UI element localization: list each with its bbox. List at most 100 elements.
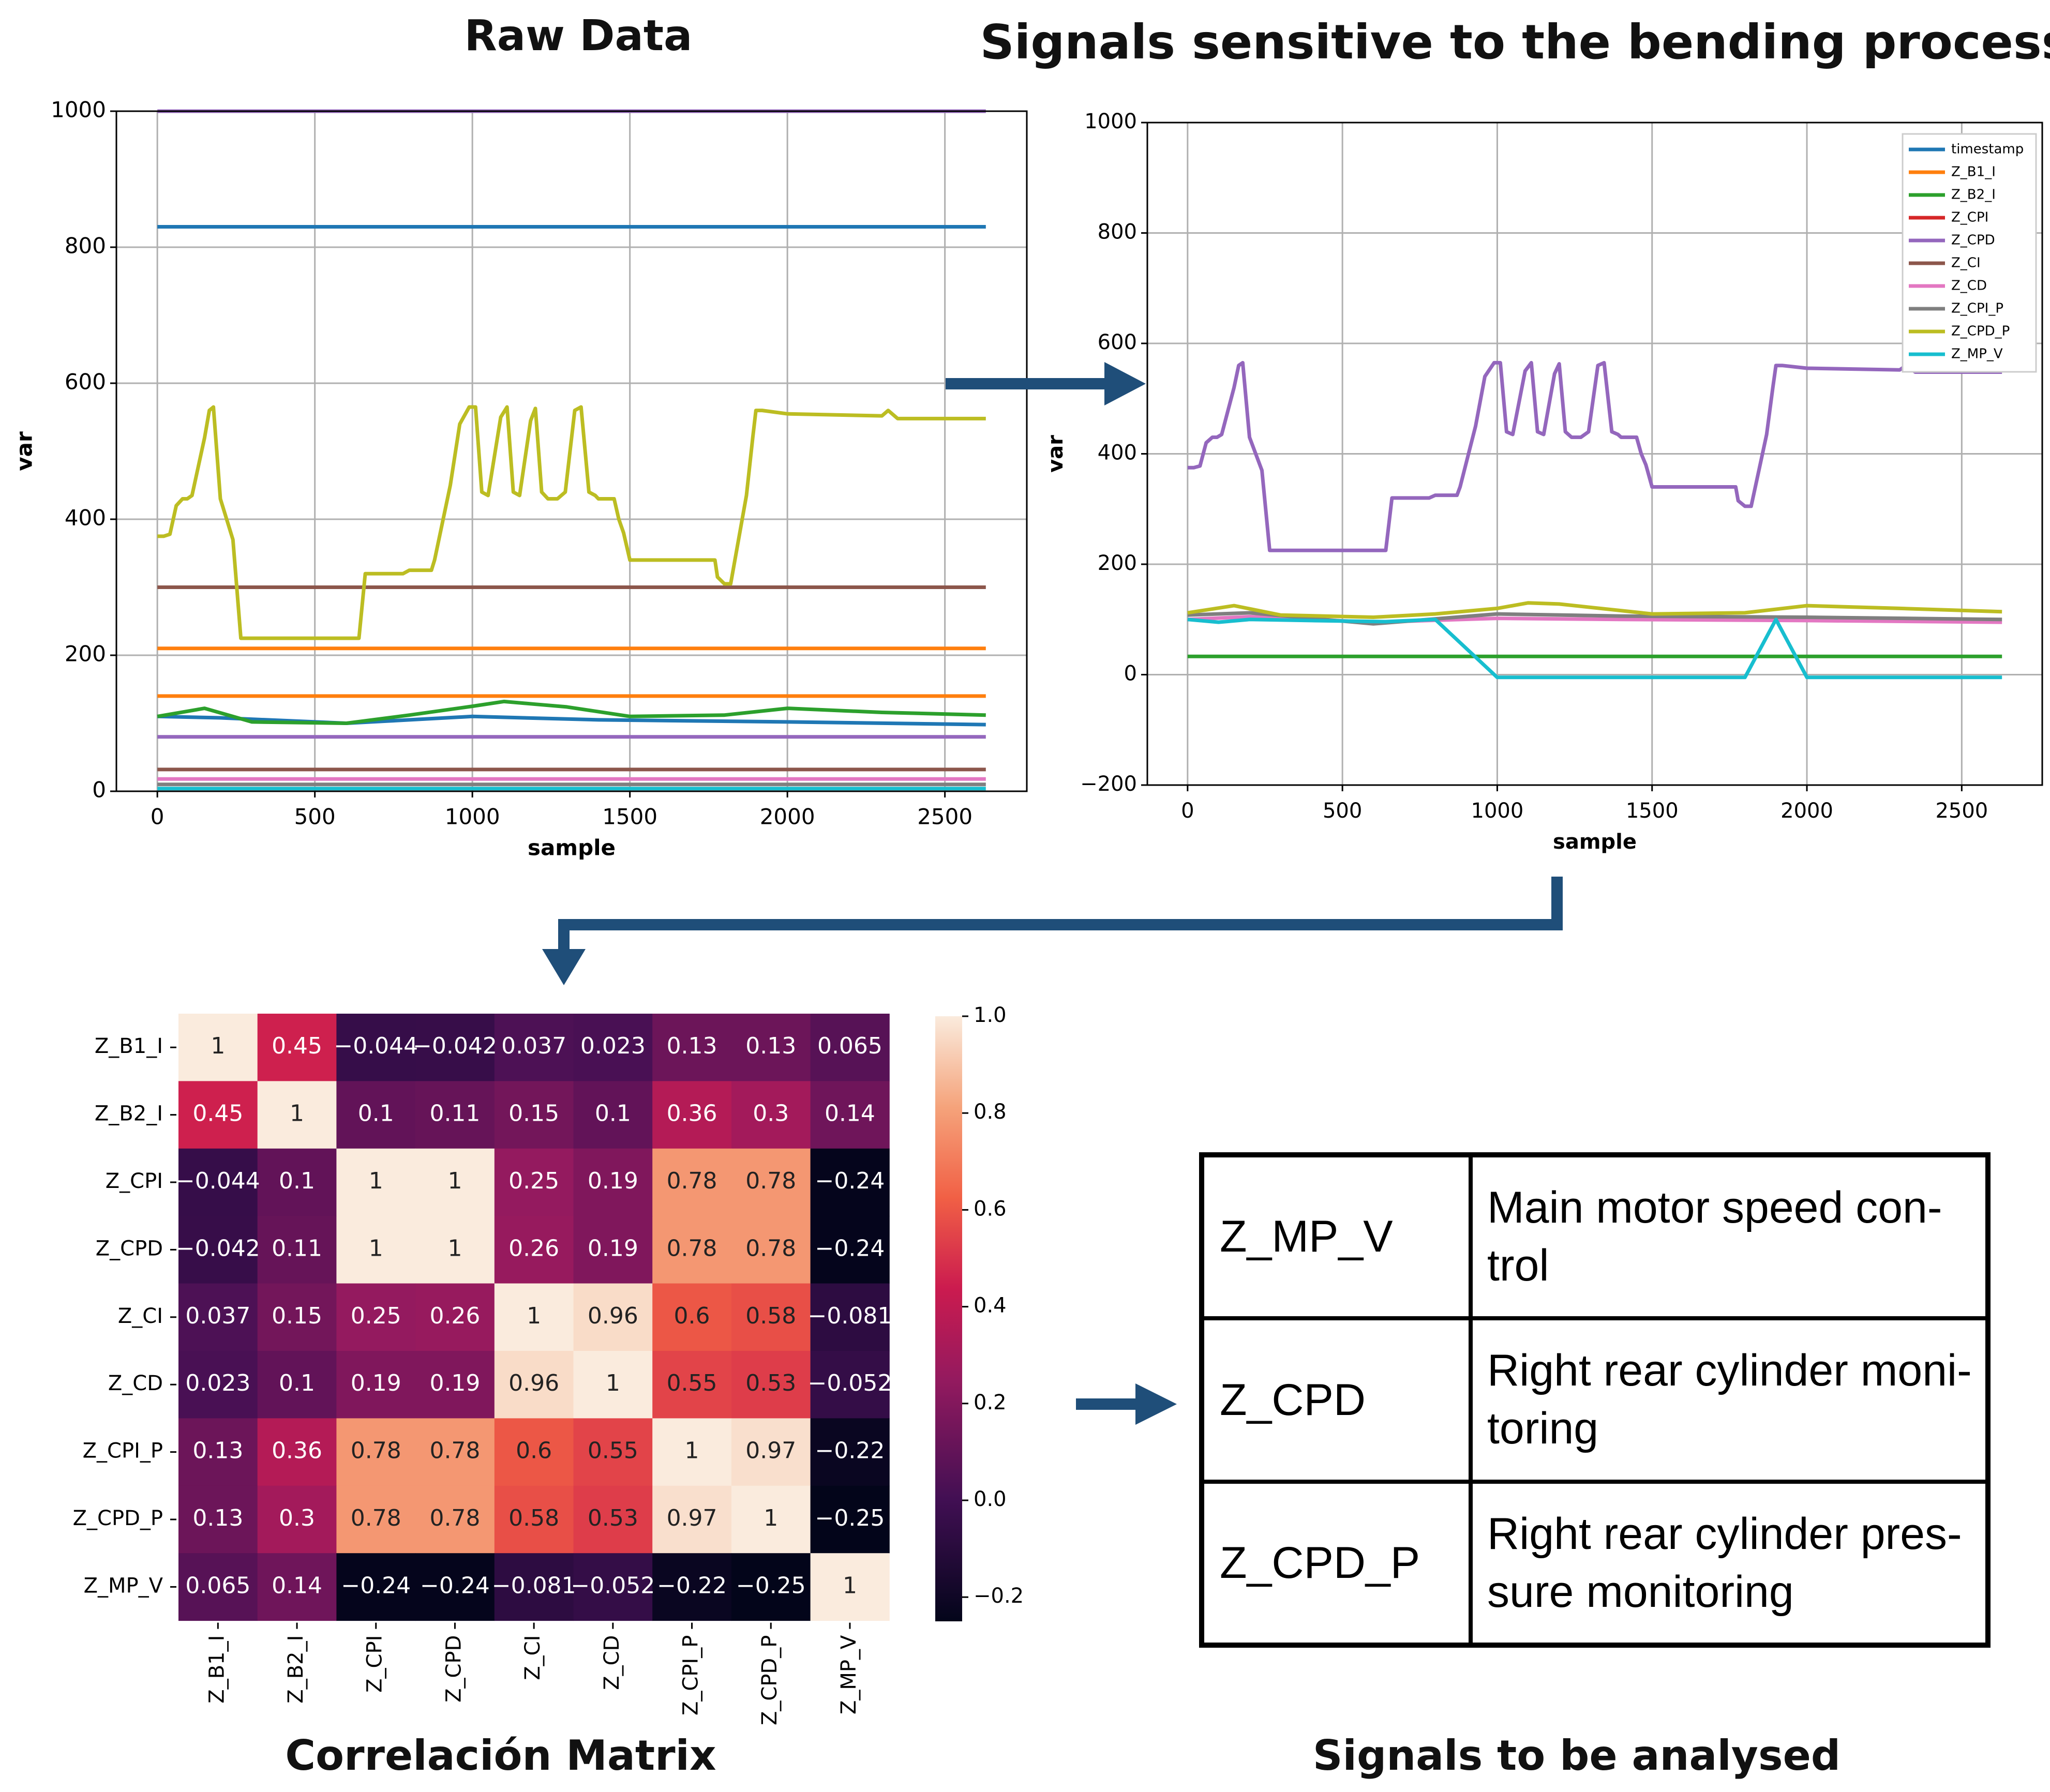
arrow-shaft bbox=[558, 877, 1563, 952]
arrows bbox=[542, 362, 1563, 1425]
signals-analysed-title: Signals to be analysed bbox=[1312, 1731, 1841, 1780]
sensitive-signals-title: Signals sensitive to the bending process bbox=[980, 14, 2050, 70]
heatmap-value: 0.78 bbox=[745, 1168, 796, 1194]
row-label: Z_B1_I bbox=[95, 1034, 163, 1058]
heatmap-cell bbox=[336, 1014, 416, 1081]
heatmap-cell bbox=[810, 1081, 890, 1149]
col-label: Z_CI bbox=[521, 1635, 545, 1680]
signal-description: Main motor speed con-trol bbox=[1469, 1153, 1990, 1320]
heatmap-value: 0.037 bbox=[501, 1033, 566, 1059]
heatmap-value: 0.1 bbox=[279, 1168, 315, 1194]
legend-label: Z_MP_V bbox=[1951, 347, 2003, 362]
heatmap-cell bbox=[731, 1148, 811, 1216]
colorbar-tick-label: 0.8 bbox=[974, 1100, 1007, 1124]
heatmap-cell bbox=[415, 1014, 495, 1081]
heatmap-value: 0.55 bbox=[588, 1438, 638, 1464]
heatmap-cell bbox=[810, 1418, 890, 1486]
heatmap-value: −0.042 bbox=[413, 1033, 497, 1059]
col-label: Z_MP_V bbox=[837, 1635, 861, 1714]
heatmap-value: 0.1 bbox=[279, 1370, 315, 1396]
heatmap-value: 1 bbox=[447, 1235, 462, 1261]
x-tick-label: 500 bbox=[294, 804, 336, 830]
legend-label: timestamp bbox=[1951, 142, 2024, 157]
heatmap-value: 0.97 bbox=[745, 1438, 796, 1464]
heatmap-value: −0.24 bbox=[815, 1168, 885, 1194]
heatmap-cell bbox=[494, 1283, 574, 1351]
heatmap-cell bbox=[494, 1216, 574, 1284]
heatmap-cell bbox=[494, 1553, 574, 1621]
x-tick-label: 1000 bbox=[445, 804, 500, 830]
signal-code: Z_CPD bbox=[1200, 1316, 1473, 1484]
legend-label: Z_B2_I bbox=[1951, 187, 1996, 203]
row-label: Z_MP_V bbox=[84, 1574, 163, 1598]
plot-frame bbox=[1146, 122, 2043, 786]
heatmap-value: 0.11 bbox=[429, 1101, 480, 1127]
heatmap-value: 0.19 bbox=[429, 1370, 480, 1396]
heatmap-value: 0.36 bbox=[272, 1438, 322, 1464]
legend-label: Z_CI bbox=[1951, 255, 1981, 271]
heatmap-cell bbox=[336, 1283, 416, 1351]
heatmap-cell bbox=[178, 1014, 258, 1081]
heatmap-cell bbox=[652, 1081, 732, 1149]
heatmap-cell bbox=[573, 1283, 653, 1351]
series-line bbox=[1187, 614, 2002, 624]
heatmap-cell bbox=[573, 1553, 653, 1621]
heatmap-value: 0.11 bbox=[272, 1235, 322, 1261]
col-label: Z_CPI_P bbox=[679, 1635, 703, 1715]
y-tick-label: 600 bbox=[1098, 330, 1137, 354]
row-label: Z_CI bbox=[118, 1304, 163, 1328]
heatmap-cell bbox=[731, 1351, 811, 1419]
heatmap-value: −0.081 bbox=[808, 1303, 892, 1329]
heatmap-cell bbox=[257, 1216, 337, 1284]
heatmap-cell bbox=[494, 1485, 574, 1554]
heatmap-value: 0.3 bbox=[279, 1505, 315, 1531]
y-axis-label: var bbox=[12, 431, 37, 471]
heatmap bbox=[170, 1014, 968, 1629]
heatmap-value: −0.24 bbox=[341, 1572, 411, 1599]
heatmap-cell bbox=[652, 1014, 732, 1081]
heatmap-cell bbox=[257, 1148, 337, 1216]
y-tick-label: 800 bbox=[65, 233, 106, 259]
heatmap-value: 1 bbox=[606, 1370, 620, 1396]
heatmap-cell bbox=[415, 1148, 495, 1216]
heatmap-value: 1 bbox=[843, 1572, 857, 1599]
signal-code: Z_CPD_P bbox=[1200, 1480, 1473, 1647]
heatmap-value: 0.78 bbox=[429, 1438, 480, 1464]
heatmap-value: 0.78 bbox=[429, 1505, 480, 1531]
heatmap-value: 0.15 bbox=[272, 1303, 322, 1329]
heatmap-cell bbox=[415, 1081, 495, 1149]
signal-description: Right rear cylinder moni-toring bbox=[1469, 1316, 1990, 1484]
heatmap-value: −0.25 bbox=[815, 1505, 885, 1531]
heatmap-value: 0.96 bbox=[508, 1370, 559, 1396]
heatmap-value: 0.6 bbox=[674, 1303, 710, 1329]
heatmap-cell bbox=[731, 1216, 811, 1284]
colorbar-tick-label: 0.6 bbox=[974, 1197, 1007, 1221]
heatmap-value: 0.25 bbox=[508, 1168, 559, 1194]
y-tick-label: −200 bbox=[1080, 772, 1137, 796]
legend-label: Z_B1_I bbox=[1951, 164, 1996, 180]
heatmap-value: −0.22 bbox=[657, 1572, 727, 1599]
heatmap-value: 0.19 bbox=[351, 1370, 401, 1396]
heatmap-cell bbox=[415, 1553, 495, 1621]
heatmap-value: 0.15 bbox=[508, 1101, 559, 1127]
y-tick-label: 1000 bbox=[1084, 110, 1137, 133]
legend-label: Z_CPI_P bbox=[1951, 301, 2003, 317]
heatmap-cell bbox=[731, 1283, 811, 1351]
line-chart-0 bbox=[110, 109, 1028, 797]
heatmap-value: 0.023 bbox=[580, 1033, 646, 1059]
heatmap-value: 0.023 bbox=[185, 1370, 250, 1396]
heatmap-cell bbox=[336, 1418, 416, 1486]
heatmap-cell bbox=[810, 1351, 890, 1419]
signal-description-line: trol bbox=[1487, 1240, 1549, 1290]
heatmap-cell bbox=[652, 1485, 732, 1554]
heatmap-cell bbox=[810, 1283, 890, 1351]
heatmap-cell bbox=[178, 1553, 258, 1621]
heatmap-value: −0.044 bbox=[176, 1168, 260, 1194]
heatmap-cell bbox=[494, 1014, 574, 1081]
heatmap-value: 0.53 bbox=[745, 1370, 796, 1396]
signal-description-line: Right rear cylinder moni- bbox=[1487, 1346, 1972, 1396]
arrow-head bbox=[1135, 1383, 1177, 1425]
heatmap-value: 0.58 bbox=[745, 1303, 796, 1329]
heatmap-value: 0.3 bbox=[753, 1101, 789, 1127]
